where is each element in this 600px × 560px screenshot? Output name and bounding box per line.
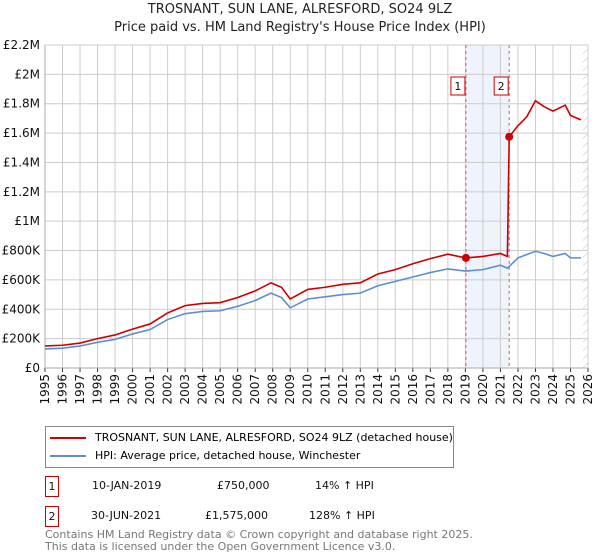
x-tick-label: 2005 bbox=[213, 374, 227, 405]
x-tick-label: 2007 bbox=[248, 374, 262, 405]
y-tick-label: £600K bbox=[2, 273, 42, 287]
x-tick-label: 2020 bbox=[476, 374, 490, 405]
legend-swatch-hpi bbox=[50, 455, 86, 457]
y-tick-label: £1.8M bbox=[3, 97, 40, 111]
x-tick-label: 2006 bbox=[231, 374, 245, 405]
x-tick-label: 2016 bbox=[406, 374, 420, 405]
legend: TROSNANT, SUN LANE, ALRESFORD, SO24 9LZ … bbox=[45, 426, 454, 468]
y-tick-label: £0 bbox=[25, 361, 40, 375]
legend-label-property: TROSNANT, SUN LANE, ALRESFORD, SO24 9LZ … bbox=[95, 431, 453, 444]
x-tick-label: 1999 bbox=[108, 374, 122, 405]
x-tick-label: 2025 bbox=[563, 374, 577, 405]
y-tick-label: £1M bbox=[14, 214, 40, 228]
x-tick-label: 2000 bbox=[126, 374, 140, 405]
marker-badge: 2 bbox=[45, 506, 59, 527]
x-tick-label: 2008 bbox=[266, 374, 280, 405]
property-price-line bbox=[44, 99, 582, 347]
transaction-price: £750,000 bbox=[217, 479, 270, 492]
marker-badge bbox=[493, 76, 509, 96]
x-tick-label: 2014 bbox=[371, 374, 385, 405]
chart-subtitle: Price paid vs. HM Land Registry's House … bbox=[114, 20, 486, 35]
footer-line-2: This data is licensed under the Open Gov… bbox=[45, 540, 396, 553]
x-tick-label: 2001 bbox=[143, 374, 157, 405]
transaction-row: 1 10-JAN-2019 £750,000 14% ↑ HPI bbox=[45, 476, 445, 497]
plot-area: £0 £200K £400K £600K £800K £1M £1.2M £1.4M £1.6M… bbox=[2, 38, 595, 405]
x-tick-label: 1996 bbox=[56, 374, 70, 405]
chart-title: TROSNANT, SUN LANE, ALRESFORD, SO24 9LZ bbox=[147, 2, 453, 17]
x-tick-label: 2003 bbox=[178, 374, 192, 405]
x-tick-label: 2018 bbox=[441, 374, 455, 405]
x-tick-label: 2012 bbox=[336, 374, 350, 405]
y-tick-label: £1.2M bbox=[3, 185, 40, 199]
forecast-hatch bbox=[582, 45, 588, 368]
x-tick-label: 2011 bbox=[318, 374, 332, 405]
y-tick-label: £400K bbox=[2, 302, 42, 316]
y-tick-label: £800K bbox=[2, 244, 42, 258]
marker-label: 2 bbox=[498, 80, 505, 93]
sale-point bbox=[505, 132, 514, 141]
footer: Contains HM Land Registry data © Crown c… bbox=[45, 529, 473, 553]
x-tick-label: 1998 bbox=[91, 374, 105, 405]
transaction-hpi: 14% ↑ HPI bbox=[315, 479, 374, 492]
transaction-price: £1,575,000 bbox=[205, 509, 268, 522]
y-tick-label: £200K bbox=[2, 332, 42, 346]
footer-line-1: Contains HM Land Registry data © Crown c… bbox=[45, 528, 473, 541]
x-tick-label: 2004 bbox=[196, 374, 210, 405]
x-tick-label: 2024 bbox=[546, 374, 560, 405]
transaction-row: 2 30-JUN-2021 £1,575,000 128% ↑ HPI bbox=[45, 506, 445, 527]
x-tick-label: 2015 bbox=[388, 374, 402, 405]
x-tick-label: 2010 bbox=[301, 374, 315, 405]
hpi-line bbox=[44, 250, 581, 350]
sale-period-shading bbox=[465, 45, 510, 368]
y-tick-label: £1.4M bbox=[3, 155, 40, 169]
y-tick-label: £1.6M bbox=[3, 126, 40, 140]
marker-label: 1 bbox=[454, 80, 461, 93]
x-tick-label: 2009 bbox=[283, 374, 297, 405]
x-tick-label: 2002 bbox=[161, 374, 175, 405]
marker-badge: 1 bbox=[45, 476, 59, 497]
x-tick-label: 2019 bbox=[458, 374, 472, 405]
x-tick-label: 2022 bbox=[511, 374, 525, 405]
transaction-hpi: 128% ↑ HPI bbox=[309, 509, 375, 522]
legend-label-hpi: HPI: Average price, detached house, Winc… bbox=[95, 449, 361, 462]
sale-point bbox=[461, 253, 470, 262]
x-tick-label: 2017 bbox=[423, 374, 437, 405]
legend-swatch-property bbox=[50, 437, 86, 439]
x-tick-label: 1995 bbox=[38, 374, 52, 405]
x-tick-label: 2026 bbox=[581, 374, 595, 405]
x-tick-label: 1997 bbox=[73, 374, 87, 405]
marker-badge bbox=[450, 76, 466, 96]
x-tick-label: 2021 bbox=[493, 374, 507, 405]
transaction-date: 30-JUN-2021 bbox=[91, 509, 162, 522]
transaction-date: 10-JAN-2019 bbox=[92, 479, 162, 492]
x-tick-label: 2023 bbox=[528, 374, 542, 405]
x-tick-label: 2013 bbox=[353, 374, 367, 405]
y-tick-label: £2.2M bbox=[3, 38, 40, 52]
y-tick-label: £2M bbox=[14, 67, 40, 81]
